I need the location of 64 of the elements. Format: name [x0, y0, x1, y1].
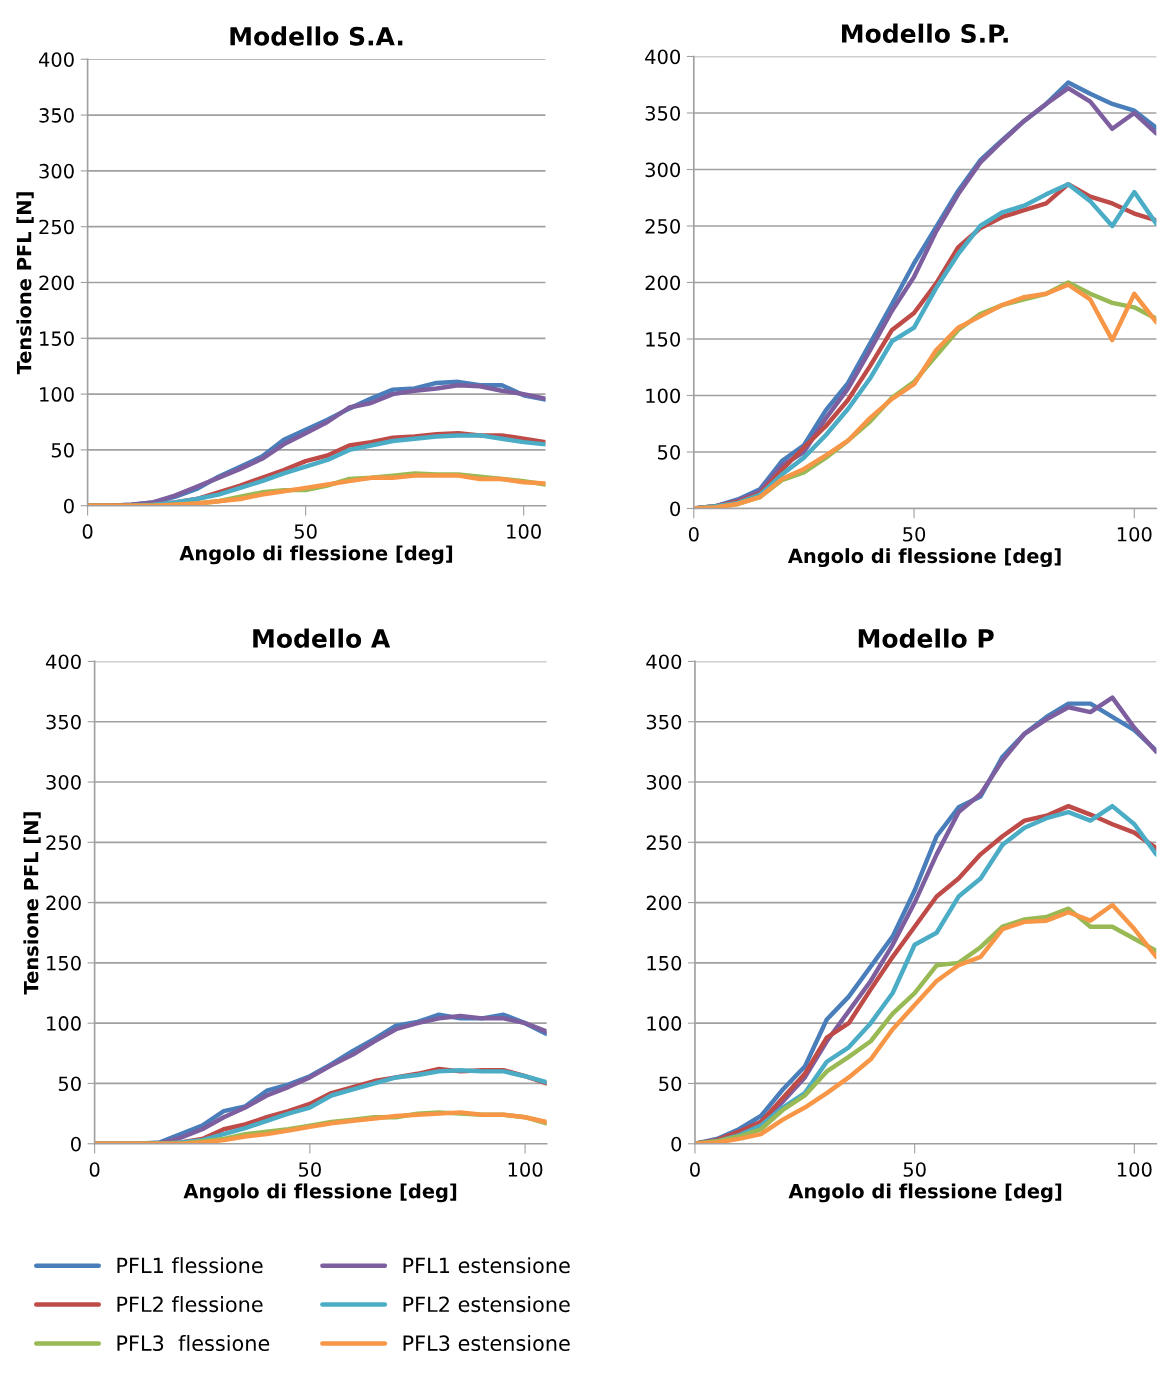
legend-label: PFL2 flessione: [117, 1296, 263, 1313]
y-tick-label: 100: [47, 1016, 81, 1031]
x-tick-label: 50: [294, 524, 317, 539]
y-tick-label: 0: [64, 498, 74, 514]
legend-label: PFL2 estensione: [403, 1296, 570, 1313]
y-tick-label: 0: [71, 1136, 81, 1152]
x-tick-label: 50: [903, 1162, 926, 1177]
x-axis-title: Angolo di flessione [deg]: [183, 1183, 457, 1203]
chart-title: Modello P: [858, 628, 994, 648]
x-tick-label: 0: [688, 526, 699, 542]
chart-title: Modello S.P.: [842, 23, 1008, 43]
y-tick-label: 150: [647, 955, 682, 971]
x-tick-label: 100: [507, 524, 541, 539]
legend-label: PFL3 flessione: [117, 1334, 270, 1352]
x-tick-label: 0: [82, 524, 93, 539]
y-tick-label: 350: [46, 714, 81, 730]
y-tick-label: 350: [645, 105, 680, 121]
y-tick-label: 300: [645, 162, 680, 178]
y-tick-label: 400: [45, 654, 81, 670]
legend-label: PFL1 estensione: [403, 1257, 570, 1274]
y-tick-label: 150: [646, 331, 680, 347]
y-tick-label: 150: [40, 331, 74, 346]
x-tick-label: 100: [1117, 526, 1152, 542]
y-tick-label: 100: [646, 388, 680, 404]
y-tick-label: 50: [659, 1076, 682, 1092]
x-tick-label: 50: [903, 526, 926, 542]
x-axis-title: Angolo di flessione [deg]: [787, 548, 1061, 568]
y-tick-label: 200: [646, 895, 682, 911]
y-tick-label: 350: [646, 714, 682, 730]
y-tick-label: 200: [46, 895, 81, 911]
x-tick-label: 100: [1117, 1162, 1152, 1177]
y-axis-title: Tensione PFL [N]: [16, 192, 34, 375]
y-tick-label: 250: [46, 835, 81, 850]
x-axis-title: Angolo di flessione [deg]: [788, 1183, 1062, 1203]
y-tick-label: 50: [58, 1076, 81, 1092]
y-tick-label: 250: [646, 835, 682, 850]
y-tick-label: 50: [51, 442, 74, 458]
y-tick-label: 100: [647, 1016, 682, 1031]
chart-title: Modello S.A.: [230, 26, 403, 46]
y-tick-label: 300: [39, 163, 74, 179]
y-axis-title: Tensione PFL [N]: [23, 812, 41, 995]
y-tick-label: 350: [39, 108, 74, 123]
y-tick-label: 400: [645, 49, 680, 65]
y-tick-label: 50: [658, 444, 680, 460]
y-tick-label: 100: [40, 387, 74, 402]
y-tick-label: 200: [39, 275, 74, 291]
y-tick-label: 400: [646, 654, 682, 670]
x-tick-label: 0: [89, 1162, 100, 1177]
x-axis-title: Angolo di flessione [deg]: [179, 545, 453, 565]
x-tick-label: 0: [690, 1162, 700, 1177]
legend-label: PFL3 estensione: [403, 1334, 570, 1352]
chart-title: Modello A: [253, 628, 391, 648]
y-tick-label: 200: [645, 275, 680, 291]
y-tick-label: 300: [46, 774, 81, 790]
y-tick-label: 300: [646, 774, 682, 790]
y-tick-label: 150: [47, 955, 81, 971]
y-tick-label: 0: [671, 1136, 682, 1152]
y-tick-label: 250: [39, 219, 74, 235]
x-tick-label: 50: [298, 1162, 321, 1177]
legend-label: PFL1 flessione: [117, 1257, 263, 1274]
x-tick-label: 100: [508, 1162, 543, 1177]
y-tick-label: 400: [38, 52, 74, 67]
y-tick-label: 250: [645, 218, 680, 234]
y-tick-label: 0: [670, 501, 680, 517]
